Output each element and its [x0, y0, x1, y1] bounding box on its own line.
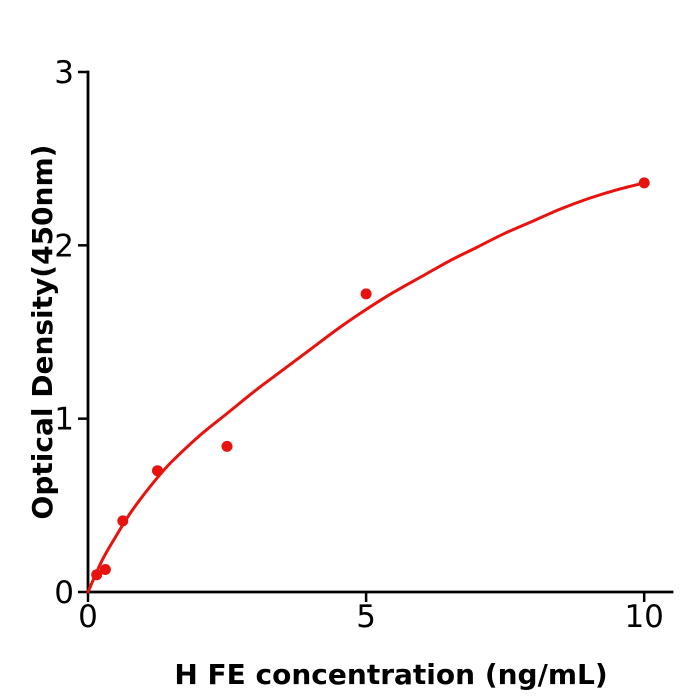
- y-tick-label: 1: [54, 402, 74, 438]
- x-tick-label: 5: [356, 599, 376, 635]
- fit-curve: [86, 181, 646, 594]
- axes: [86, 70, 674, 594]
- x-tick-label: 10: [624, 599, 663, 635]
- data-point: [360, 288, 372, 300]
- data-point: [221, 440, 233, 452]
- y-tick-label: 0: [54, 575, 74, 611]
- x-axis-label: H FE concentration (ng/mL): [174, 658, 607, 691]
- y-axis-label: Optical Density(450nm): [26, 145, 59, 520]
- x-tick-label: 0: [78, 599, 98, 635]
- y-tick-label: 2: [54, 228, 74, 264]
- tick-labels: 0 5 10 0 1 2 3: [54, 55, 664, 635]
- y-tick-label: 3: [54, 55, 74, 91]
- axis-spines: [86, 70, 674, 594]
- tick-marks: [78, 70, 646, 602]
- data-series: [86, 177, 650, 594]
- data-point: [99, 564, 111, 575]
